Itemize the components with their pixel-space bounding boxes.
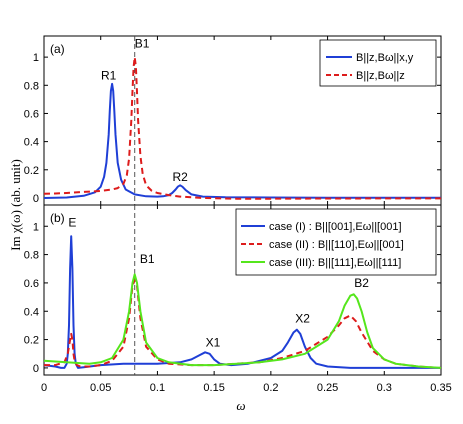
panel-a-legend-label-1: B||z,Bω||z — [356, 70, 405, 82]
panel-a-y-ticks: 0 0.2 0.4 0.6 0.8 1 — [24, 52, 441, 205]
y-tick-label: 1 — [33, 52, 39, 64]
y-tick-label: 0.6 — [24, 278, 39, 290]
y-tick-label: 0.2 — [24, 165, 39, 177]
panel-b-series — [43, 235, 442, 369]
series-line-0 — [43, 235, 441, 369]
x-tick-label: 0 — [41, 382, 47, 394]
panel-b-annotations: E B1 X1 X2 B2 — [68, 215, 369, 349]
panel-b: 0 0.2 0.4 0.6 0.8 1 0 0.05 0.1 0.15 0.2 0.25 0.3 0.3… — [24, 204, 452, 394]
y-tick-label: 0.8 — [24, 80, 39, 92]
x-tick-label: 0.2 — [263, 382, 278, 394]
panel-b-legend: case (I) : B||[001],Eω||[001] case (II) … — [235, 208, 437, 276]
series-line-1 — [44, 279, 442, 369]
panel-b-y-ticks: 0 0.2 0.4 0.6 0.8 1 — [24, 221, 441, 375]
panel-a-x-ticks — [43, 36, 442, 205]
y-tick-label: 0 — [33, 363, 39, 375]
panel-a-label: (a) — [50, 42, 65, 56]
y-tick-label: 0.4 — [24, 137, 39, 149]
y-tick-label: 0.4 — [24, 306, 39, 318]
panel-a-legend-box — [319, 39, 437, 87]
x-tick-label: 0.3 — [377, 382, 392, 394]
x-tick-label: 0.35 — [430, 382, 451, 394]
panel-b-legend-label-1: case (II) : B||[110],Eω||[001] — [269, 239, 404, 251]
panel-a-legend-label-0: B||z,Bω||x,y — [356, 52, 414, 64]
panel-a-legend: B||z,Bω||x,y B||z,Bω||z — [319, 39, 437, 87]
x-axis-title: ω — [236, 398, 245, 413]
y-tick-label: 0.6 — [24, 108, 39, 120]
series-line-0 — [43, 82, 441, 199]
peak-annotation: R2 — [172, 170, 188, 184]
x-tick-label: 0.05 — [90, 382, 111, 394]
y-tick-label: 1 — [33, 221, 39, 233]
peak-annotation: B1 — [135, 36, 150, 50]
peak-annotation: B2 — [354, 276, 369, 290]
panel-b-legend-label-2: case (III): B||[111],Eω||[111] — [269, 257, 401, 269]
y-axis-title: Im χ(ω) (ab. unit) — [8, 159, 23, 251]
peak-annotation: X1 — [206, 336, 221, 350]
panel-a-annotations: R1 B1 R2 — [101, 36, 188, 184]
panel-a-series — [43, 56, 441, 200]
x-tick-label: 0.1 — [150, 382, 165, 394]
y-tick-label: 0.8 — [24, 250, 39, 262]
panel-b-legend-box — [235, 208, 437, 276]
y-tick-label: 0.2 — [24, 335, 39, 347]
y-tick-label: 0 — [33, 193, 39, 205]
panel-b-label: (b) — [50, 211, 65, 225]
peak-annotation: X2 — [295, 312, 310, 326]
series-line-2 — [43, 273, 442, 369]
x-tick-label: 0.15 — [203, 382, 224, 394]
panel-a: 0 0.2 0.4 0.6 0.8 1 R1 B1 R2 (a) B||z,Bω||x,y B… — [24, 35, 442, 206]
x-tick-label: 0.25 — [317, 382, 338, 394]
peak-annotation: E — [68, 215, 76, 229]
panel-b-frame — [43, 204, 442, 376]
peak-annotation: R1 — [101, 69, 117, 83]
peak-annotation: B1 — [140, 252, 155, 266]
panel-b-legend-label-0: case (I) : B||[001],Eω||[001] — [269, 221, 402, 233]
panel-b-x-ticks: 0 0.05 0.1 0.15 0.2 0.25 0.3 0.35 — [41, 205, 452, 394]
